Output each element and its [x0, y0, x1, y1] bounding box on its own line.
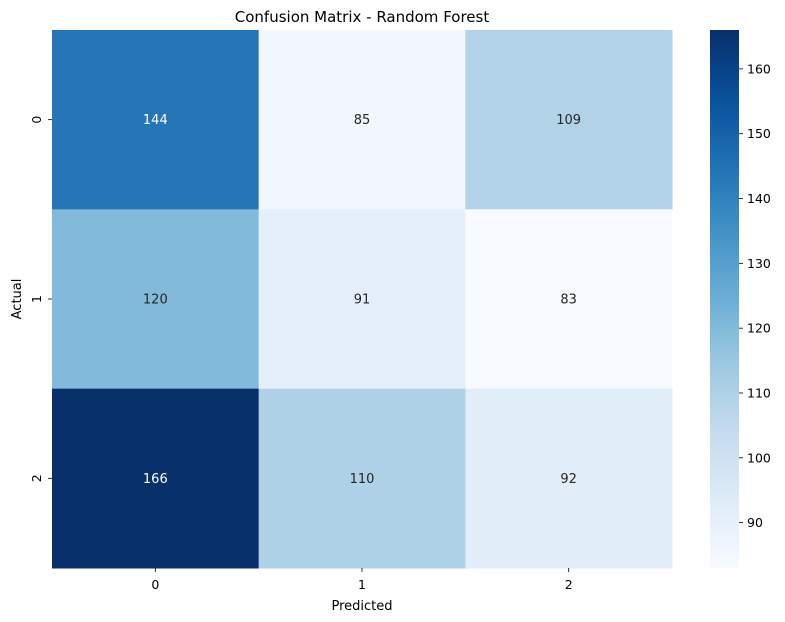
heatmap-cell-labels: 144 85 109 120 91 83 166 110 92 [143, 113, 581, 487]
cell-value-2-2: 92 [560, 472, 577, 487]
heatmap-cell-1-0 [52, 209, 260, 390]
x-tick-label-2: 2 [565, 577, 573, 592]
heatmap-cell-1-1 [258, 209, 466, 390]
x-axis-label: Predicted [331, 599, 392, 614]
cell-value-0-0: 144 [143, 113, 168, 128]
y-tick-label-0: 0 [29, 116, 44, 124]
colorbar-tick-label-2: 110 [747, 385, 771, 400]
cell-value-2-1: 110 [350, 472, 375, 487]
y-axis-ticks: 0 1 2 [29, 116, 52, 482]
cell-value-0-2: 109 [556, 113, 581, 128]
cell-value-1-1: 91 [354, 293, 371, 308]
chart-title: Confusion Matrix - Random Forest [235, 8, 490, 26]
y-axis-label: Actual [10, 279, 25, 320]
cell-value-1-2: 83 [560, 293, 577, 308]
cell-value-1-0: 120 [143, 293, 168, 308]
x-tick-label-1: 1 [358, 577, 366, 592]
x-axis-ticks: 0 1 2 [151, 568, 573, 592]
colorbar-tick-label-7: 160 [747, 61, 771, 76]
heatmap-cell-2-0 [52, 388, 260, 569]
colorbar-tick-label-0: 90 [747, 515, 763, 530]
heatmap-cell-2-2 [465, 388, 673, 569]
heatmap-cell-0-1 [258, 30, 466, 210]
colorbar-tick-label-6: 150 [747, 126, 771, 141]
colorbar-tick-label-5: 140 [747, 191, 771, 206]
heatmap-cell-0-0 [52, 30, 260, 210]
colorbar [710, 30, 739, 568]
y-tick-label-1: 1 [29, 295, 44, 303]
y-tick-label-2: 2 [29, 474, 44, 482]
x-tick-label-0: 0 [151, 577, 159, 592]
cell-value-2-0: 166 [143, 472, 168, 487]
cell-value-0-1: 85 [354, 113, 371, 128]
heatmap-cell-1-2 [465, 209, 673, 390]
heatmap-cell-2-1 [258, 388, 466, 569]
heatmap-cells [52, 30, 673, 569]
colorbar-tick-label-3: 120 [747, 321, 771, 336]
colorbar-tick-label-1: 100 [747, 450, 771, 465]
colorbar-tick-label-4: 130 [747, 256, 771, 271]
colorbar-ticks: 90 100 110 120 130 140 150 160 [739, 61, 771, 530]
heatmap-cell-0-2 [465, 30, 673, 210]
